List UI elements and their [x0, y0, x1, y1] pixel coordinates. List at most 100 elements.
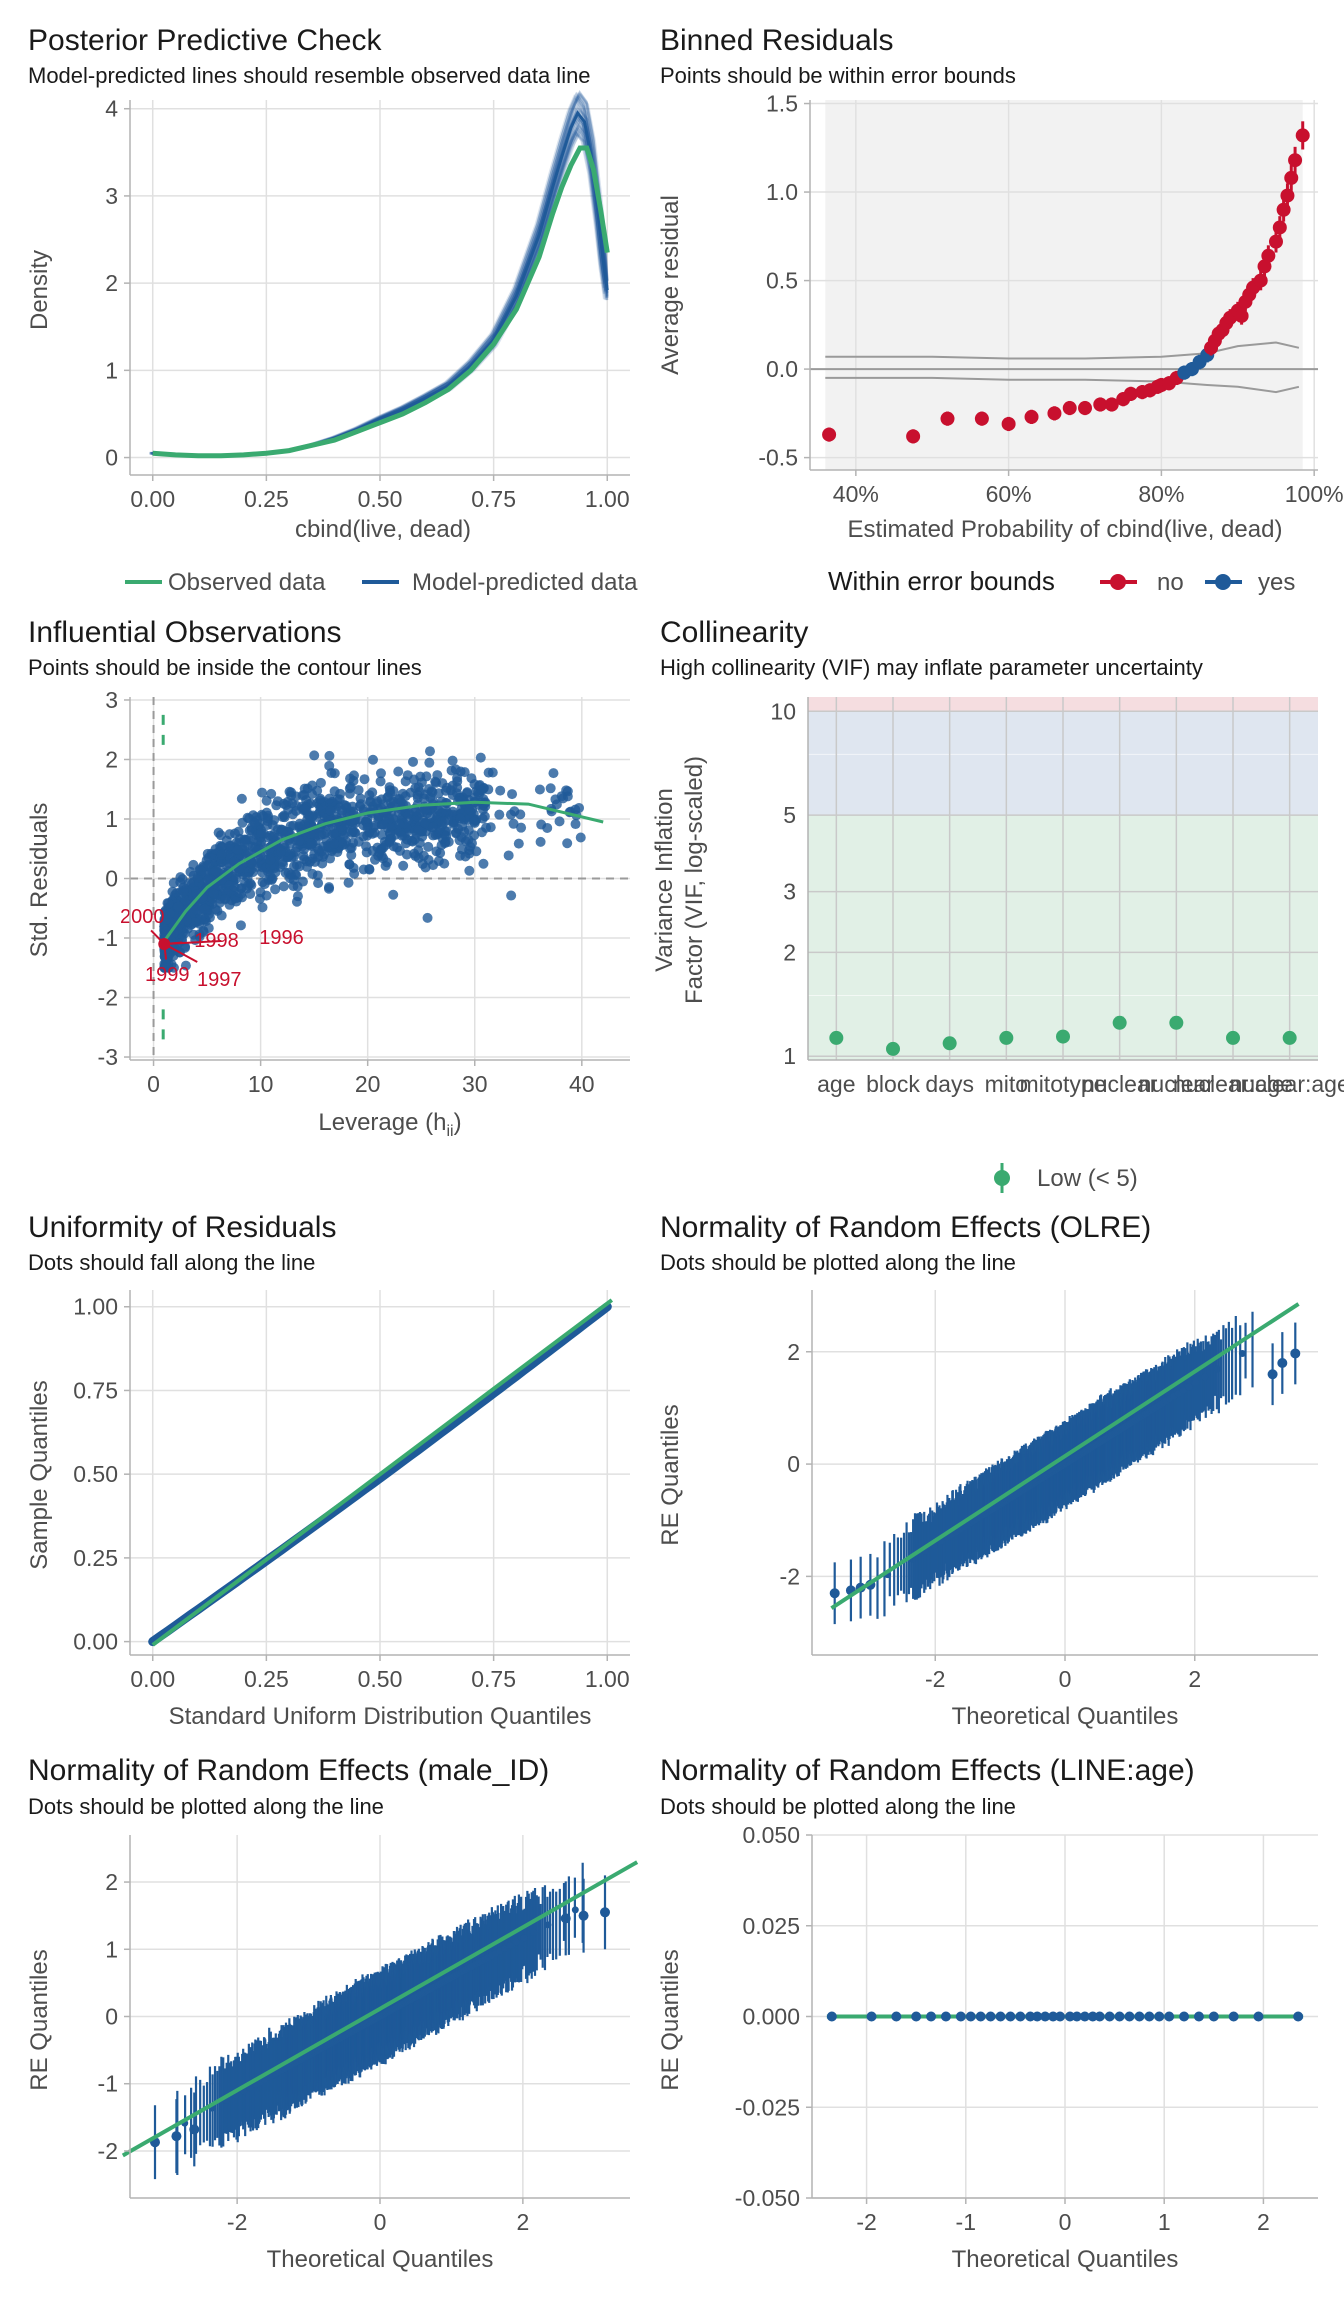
lineage-re-point [1064, 2011, 1075, 2022]
influential-subtitle: Points should be inside the contour line… [28, 655, 422, 680]
ppc-ticks: 0.00 0.25 0.50 0.75 1.00 0 1 2 3 4 [105, 96, 630, 512]
influential-label-leader [164, 939, 222, 945]
ppc-panel: Posterior Predictive Check Model-predict… [26, 24, 638, 596]
lineage-re-point [1040, 2011, 1051, 2022]
influential-point [420, 862, 431, 873]
influential-point [160, 958, 171, 969]
binned-ytick-label: 1.5 [766, 91, 798, 117]
collinearity-vif-point [942, 1036, 957, 1051]
influential-point [307, 868, 318, 879]
lineage-re-point [1015, 2011, 1026, 2022]
influential-point [507, 789, 518, 800]
influential-point [292, 891, 303, 902]
lineage-re-point [1048, 2011, 1059, 2022]
male-xtick-label: 0 [374, 2209, 387, 2235]
influential-point [478, 804, 489, 815]
lineage-re-point [1094, 2011, 1105, 2022]
male-panel: Normality of Random Effects (male_ID) Do… [26, 1754, 639, 2273]
influential-point [324, 793, 335, 804]
lineage-re-point [1104, 2011, 1115, 2022]
influential-point [287, 809, 298, 820]
olre-xtick-label: 2 [1188, 1666, 1201, 1692]
influential-point [375, 776, 386, 787]
influential-point [173, 901, 184, 912]
legend-yes-label: yes [1258, 569, 1295, 596]
olre-xtick-label: -2 [925, 1666, 945, 1692]
influential-point [220, 894, 231, 905]
uniformity-ylabel: Sample Quantiles [26, 1380, 53, 1569]
binned-point [1078, 401, 1093, 416]
binned-legend-title: Within error bounds [828, 566, 1055, 596]
influential-point [162, 914, 173, 925]
influential-point [297, 790, 308, 801]
influential-point [265, 854, 276, 865]
uniformity-grid [130, 1290, 630, 1655]
influential-xtick-label: 0 [147, 1071, 160, 1097]
ppc-ytick-label: 2 [105, 270, 118, 296]
influential-point [210, 866, 221, 877]
lineage-re-point [940, 2011, 951, 2022]
influential-point [354, 801, 365, 812]
influential-panel: Influential Observations Points should b… [26, 616, 630, 1140]
collinearity-panel: Collinearity High collinearity (VIF) may… [651, 616, 1344, 1193]
binned-panel: Binned Residuals Points should be within… [657, 24, 1344, 596]
collinearity-ytick-label: 3 [783, 879, 796, 905]
ppc-title: Posterior Predictive Check [28, 24, 382, 57]
lineage-re-point [1193, 2011, 1204, 2022]
influential-fit-line [163, 800, 604, 942]
influential-point [427, 822, 438, 833]
uniformity-marks [148, 1298, 614, 1647]
collinearity-vif-point [886, 1041, 900, 1056]
influential-point [312, 785, 323, 796]
influential-point [432, 770, 443, 781]
influential-point [242, 812, 253, 823]
influential-point [261, 795, 272, 806]
influential-point [545, 783, 556, 794]
influential-point [413, 782, 424, 793]
ppc-xtick-label: 0.75 [471, 486, 516, 512]
uniformity-xtick-label: 0.25 [244, 1666, 289, 1692]
lineage-re-point [1164, 2011, 1175, 2022]
lineage-xtick-label: -2 [856, 2209, 876, 2235]
collinearity-ytick-label: 1 [783, 1043, 796, 1069]
influential-point [503, 850, 514, 861]
binned-upper-bound [825, 341, 1300, 360]
binned-point [1001, 416, 1016, 431]
ppc-xtick-label: 0.50 [358, 486, 403, 512]
male-re-point [506, 1942, 514, 1950]
lineage-re-point [1134, 2011, 1145, 2022]
influential-label-leader [163, 943, 198, 963]
influential-xlabel-sub: ii [446, 1123, 453, 1140]
influential-point [405, 787, 416, 798]
influential-point [456, 844, 467, 855]
influential-point [309, 750, 320, 761]
male-ytick-label: -1 [98, 2071, 118, 2097]
lineage-title: Normality of Random Effects (LINE:age) [660, 1754, 1195, 1787]
influential-point [487, 767, 498, 778]
influential-point [413, 825, 424, 836]
lineage-xtick-label: 2 [1257, 2209, 1270, 2235]
influential-point [441, 782, 452, 793]
influential-point [365, 796, 376, 807]
collinearity-xtick-label: block [866, 1071, 920, 1097]
uniformity-xtick-label: 0.50 [358, 1666, 403, 1692]
influential-point [506, 890, 517, 901]
lineage-re-point [995, 2011, 1006, 2022]
influential-point [384, 835, 395, 846]
lineage-re-point [985, 2011, 996, 2022]
influential-point [216, 849, 227, 860]
influential-point [343, 877, 354, 888]
male-ytick-label: 1 [105, 1936, 118, 1962]
influential-point-label: 2000 [120, 906, 165, 928]
lineage-xtick-label: 0 [1059, 2209, 1072, 2235]
binned-point [1295, 128, 1310, 143]
binned-point [906, 429, 921, 444]
influential-xtick-label: 30 [462, 1071, 488, 1097]
influential-point [373, 811, 384, 822]
binned-band [825, 100, 1303, 470]
male-re-point [571, 1906, 579, 1914]
lineage-panel: Normality of Random Effects (LINE:age) D… [657, 1754, 1318, 2273]
